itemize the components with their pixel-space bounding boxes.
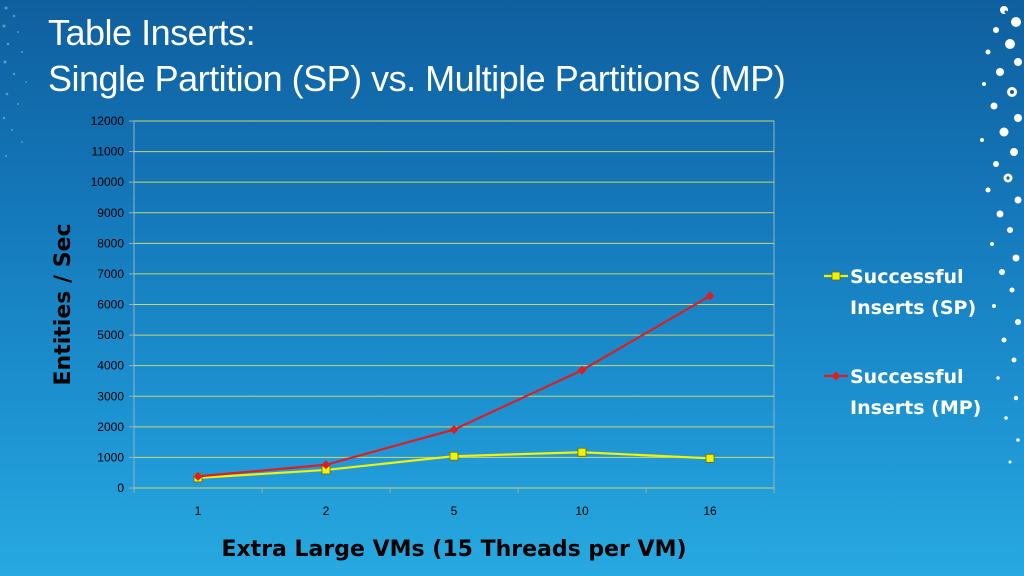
legend-marker-1 xyxy=(831,271,841,281)
y-axis-title: Entities / Sec xyxy=(51,224,76,386)
y-tick-label: 11000 xyxy=(92,145,125,159)
data-point-mp xyxy=(705,291,715,301)
slide-title-line-2: Single Partition (SP) vs. Multiple Parti… xyxy=(48,58,786,99)
y-tick-label: 7000 xyxy=(97,267,124,281)
legend-label-1: Successful xyxy=(850,266,964,288)
y-tick-label: 4000 xyxy=(97,359,124,373)
data-point-mp xyxy=(321,460,331,470)
data-point-sp xyxy=(705,453,715,463)
x-tick-label: 10 xyxy=(575,504,589,518)
y-tick-label: 6000 xyxy=(97,298,124,312)
legend-marker-2 xyxy=(831,371,841,381)
y-tick-label: 8000 xyxy=(97,236,124,250)
legend-label-2: Inserts (MP) xyxy=(850,397,981,419)
slide-title: Table Inserts: Single Partition (SP) vs.… xyxy=(48,10,786,102)
slide-title-line-1: Table Inserts: xyxy=(48,12,256,53)
x-tick-label: 16 xyxy=(703,504,717,518)
y-tick-label: 10000 xyxy=(91,175,125,189)
y-tick-label: 5000 xyxy=(97,328,124,342)
x-tick-label: 1 xyxy=(195,504,202,518)
x-tick-label: 5 xyxy=(451,504,458,518)
legend-label-2: Successful xyxy=(850,366,964,388)
y-tick-label: 12000 xyxy=(91,114,125,128)
y-tick-label: 9000 xyxy=(97,206,124,220)
x-tick-label: 2 xyxy=(323,504,330,518)
data-point-sp xyxy=(577,447,587,457)
legend-label-1: Inserts (SP) xyxy=(850,297,976,319)
y-tick-label: 2000 xyxy=(97,420,124,434)
data-point-sp xyxy=(449,451,459,461)
data-point-mp xyxy=(449,425,459,435)
x-axis-title: Extra Large VMs (15 Threads per VM) xyxy=(221,537,686,562)
decorative-dots-right xyxy=(980,6,1022,464)
y-tick-label: 0 xyxy=(117,481,124,495)
decorative-dots-left xyxy=(2,6,27,157)
data-point-mp xyxy=(577,365,587,375)
y-tick-label: 3000 xyxy=(97,389,124,403)
y-tick-label: 1000 xyxy=(97,450,124,464)
series-line-2 xyxy=(197,294,711,478)
data-point-mp xyxy=(193,471,203,481)
